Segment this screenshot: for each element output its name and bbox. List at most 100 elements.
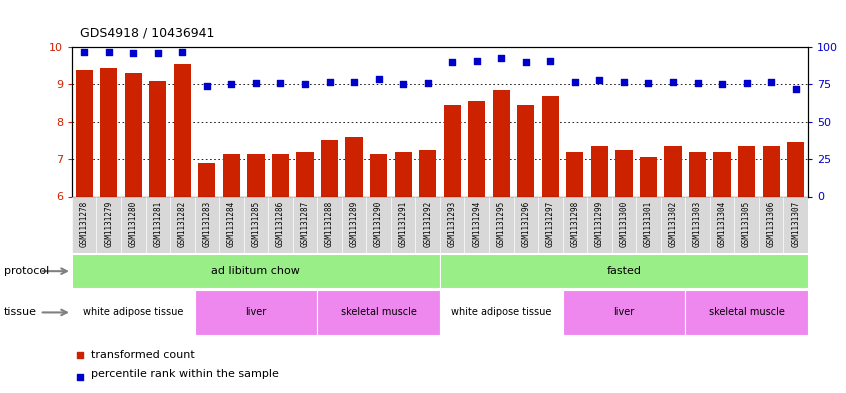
Bar (72, 196, 96, 253)
Bar (783, 196, 808, 253)
Bar (787, 142, 805, 196)
Bar (710, 196, 734, 253)
Point (543, 57, 557, 64)
Text: ad libitum chow: ad libitum chow (212, 266, 300, 276)
Bar (370, 154, 387, 196)
Text: GSM1131305: GSM1131305 (742, 201, 751, 247)
Bar (222, 154, 240, 196)
Point (519, 59, 532, 65)
Bar (443, 105, 461, 196)
Bar (661, 196, 685, 253)
Bar (96, 196, 121, 253)
Text: GSM1131301: GSM1131301 (644, 201, 653, 247)
Bar (713, 152, 731, 196)
Point (617, 78, 630, 84)
Bar (762, 146, 780, 196)
Text: GSM1131295: GSM1131295 (497, 201, 506, 247)
Text: GSM1131281: GSM1131281 (153, 201, 162, 247)
Text: GDS4918 / 10436941: GDS4918 / 10436941 (80, 26, 215, 39)
Point (151, 50, 164, 56)
Point (739, 80, 753, 86)
Text: GSM1131289: GSM1131289 (349, 201, 359, 247)
Bar (195, 290, 317, 335)
Point (347, 78, 360, 84)
Bar (738, 146, 755, 196)
Text: GSM1131291: GSM1131291 (398, 201, 408, 247)
Point (298, 81, 311, 88)
Bar (591, 146, 608, 196)
Text: tissue: tissue (4, 307, 37, 318)
Bar (149, 81, 167, 196)
Point (494, 55, 508, 61)
Bar (517, 105, 535, 196)
Point (470, 57, 483, 64)
Bar (440, 196, 464, 253)
Point (592, 77, 606, 83)
Bar (293, 196, 317, 253)
Text: white adipose tissue: white adipose tissue (83, 307, 184, 318)
Bar (170, 196, 195, 253)
Text: skeletal muscle: skeletal muscle (341, 307, 416, 318)
Point (151, 250, 164, 256)
Bar (272, 154, 289, 196)
Text: GSM1131287: GSM1131287 (300, 201, 310, 247)
Bar (366, 196, 391, 253)
Point (420, 80, 434, 86)
Text: GSM1131283: GSM1131283 (202, 201, 212, 247)
Point (322, 78, 336, 84)
Bar (514, 196, 538, 253)
Text: GSM1131292: GSM1131292 (423, 201, 432, 247)
Point (151, 49, 164, 55)
Bar (468, 101, 486, 196)
Text: GSM1131279: GSM1131279 (104, 201, 113, 247)
Bar (391, 196, 415, 253)
Text: GSM1131288: GSM1131288 (325, 201, 334, 247)
Bar (440, 290, 563, 335)
Bar (489, 196, 514, 253)
Point (396, 81, 409, 88)
Bar (72, 254, 440, 288)
Text: GSM1131303: GSM1131303 (693, 201, 702, 247)
Bar (685, 196, 710, 253)
Text: skeletal muscle: skeletal muscle (709, 307, 784, 318)
Bar (563, 290, 685, 335)
Bar (247, 154, 265, 196)
Point (764, 78, 777, 84)
Bar (72, 290, 195, 335)
Bar (296, 152, 314, 196)
Point (690, 80, 704, 86)
Text: GSM1131306: GSM1131306 (766, 201, 776, 247)
Text: fasted: fasted (607, 266, 641, 276)
Text: transformed count: transformed count (91, 350, 195, 360)
Bar (615, 150, 633, 196)
Text: liver: liver (613, 307, 634, 318)
Text: GSM1131290: GSM1131290 (374, 201, 383, 247)
Text: GSM1131296: GSM1131296 (521, 201, 530, 247)
Bar (244, 196, 268, 253)
Text: liver: liver (245, 307, 266, 318)
Point (77, 48, 91, 55)
Bar (640, 157, 657, 196)
Bar (440, 254, 808, 288)
Bar (75, 70, 93, 196)
Text: protocol: protocol (4, 266, 49, 276)
Text: GSM1131304: GSM1131304 (717, 201, 727, 247)
Text: GSM1131293: GSM1131293 (448, 201, 457, 247)
Bar (268, 196, 293, 253)
Bar (345, 137, 363, 196)
Bar (563, 196, 587, 253)
Bar (664, 146, 682, 196)
Point (666, 78, 679, 84)
Text: GSM1131298: GSM1131298 (570, 201, 580, 247)
Bar (419, 150, 437, 196)
Point (249, 80, 262, 86)
Text: GSM1131302: GSM1131302 (668, 201, 678, 247)
Bar (317, 290, 440, 335)
Text: GSM1131294: GSM1131294 (472, 201, 481, 247)
Point (126, 50, 140, 56)
Bar (612, 196, 636, 253)
Bar (100, 68, 118, 196)
Text: white adipose tissue: white adipose tissue (451, 307, 552, 318)
Bar (394, 152, 412, 196)
Bar (689, 152, 706, 196)
